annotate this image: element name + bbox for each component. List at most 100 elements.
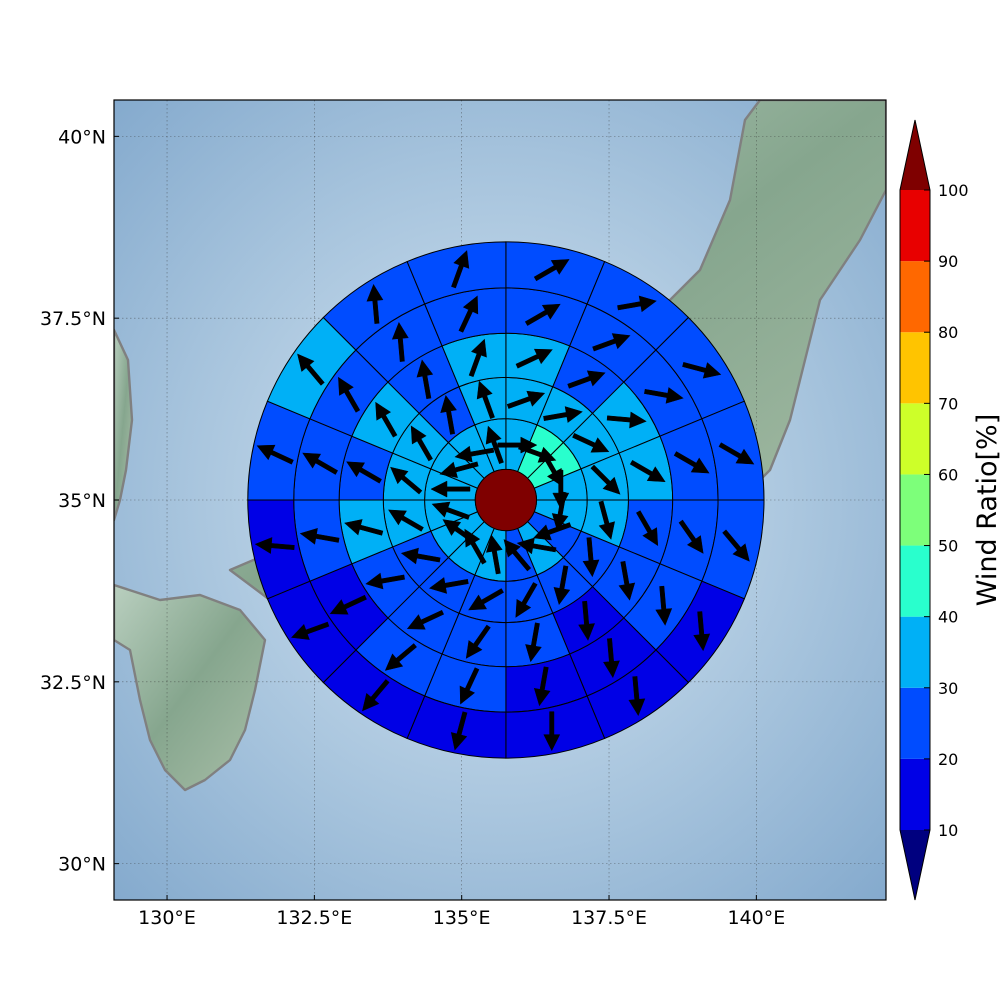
wind-arrow-icon	[346, 461, 382, 484]
wind-arrow-icon	[442, 519, 477, 545]
wind-arrow-icon	[344, 519, 384, 536]
wind-arrow-icon	[506, 390, 546, 409]
wind-arrow-icon	[606, 411, 647, 429]
colorbar-tick-label: 50	[938, 537, 958, 556]
wind-arrow-icon	[693, 611, 711, 652]
wind-arrow-icon	[256, 444, 294, 465]
wind-arrow-icon	[458, 295, 479, 333]
wind-arrow-icon	[416, 359, 434, 400]
colorbar-bin	[900, 545, 930, 617]
wind-arrow-icon	[636, 510, 659, 547]
x-tick-label: 132.5°E	[276, 907, 352, 929]
colorbar-tick-label: 90	[938, 252, 958, 271]
wind-arrow-icon	[391, 321, 409, 362]
map-panel: 130°E 132.5°E 135°E 137.5°E 140°E 30°N 32.5°N…	[40, 99, 887, 929]
wind-arrow-icon	[524, 303, 561, 326]
coastline-line	[114, 583, 267, 792]
x-axis-ticks: 130°E 132.5°E 135°E 137.5°E 140°E	[138, 895, 785, 929]
wind-arrow-icon	[515, 582, 538, 618]
ring-sectors	[247, 241, 765, 759]
colorbar-tick-label: 80	[938, 323, 958, 342]
wind-arrow-icon	[451, 250, 470, 289]
colorbar-bin	[900, 190, 930, 262]
wind-arrow-icon	[551, 491, 569, 532]
wind-arrow-icon	[384, 643, 417, 671]
wind-arrow-icon	[503, 539, 532, 572]
x-tick-label: 137.5°E	[571, 907, 647, 929]
wind-arrow-icon	[682, 362, 722, 379]
korea-land-icon	[114, 330, 132, 520]
colorbar-bin	[900, 403, 930, 475]
wind-arrow-icon	[644, 387, 684, 404]
wind-arrow-icon	[440, 394, 457, 435]
wind-arrow-icon	[485, 425, 504, 465]
wind-arrow-icon	[722, 529, 750, 562]
wind-arrow-icon	[431, 501, 470, 520]
wind-arrow-icon	[598, 500, 615, 540]
kyushu-land-icon	[114, 585, 265, 790]
wind-arrow-icon	[299, 528, 340, 545]
colorbar-bin	[900, 332, 930, 404]
colorbar-tick-label: 20	[938, 750, 958, 769]
wind-arrow-icon	[476, 380, 495, 419]
colorbar-bin	[900, 616, 930, 688]
wind-arrow-icon	[454, 445, 495, 463]
wind-arrow-icon	[375, 401, 398, 438]
wind-arrow-icon	[567, 370, 606, 389]
colorbar-bin	[900, 687, 930, 759]
wind-arrow-icon	[582, 537, 600, 578]
colorbar-tick-label: 100	[938, 181, 969, 200]
wind-arrow-icon	[572, 433, 610, 453]
center-disk	[474, 468, 538, 532]
wind-arrow-icon	[468, 338, 487, 378]
wind-arrow-icon	[543, 406, 583, 423]
y-tick-label: 30°N	[58, 854, 106, 876]
wind-arrow-icon	[655, 585, 673, 626]
wind-arrow-icon	[450, 711, 468, 751]
wind-arrow-icon	[673, 451, 710, 474]
wind-arrow-icon	[365, 572, 405, 590]
wind-arrow-icon	[400, 547, 441, 565]
colorbar-under-triangle	[900, 830, 930, 900]
colorbar-bin	[900, 474, 930, 546]
wind-arrow-icon	[486, 534, 503, 575]
wind-arrow-icon	[628, 676, 646, 716]
wind-arrow-icon	[429, 577, 469, 594]
wind-arrow-icon	[410, 425, 433, 462]
colorbar-over-triangle	[900, 120, 930, 190]
colorbar-tick-label: 10	[938, 821, 958, 840]
wind-arrow-icon	[254, 537, 295, 554]
wind-arrow-icon	[366, 284, 384, 324]
wind-arrow-icon	[533, 522, 572, 541]
y-axis-ticks: 30°N 32.5°N 35°N 37.5°N 40°N	[40, 126, 119, 876]
x-tick-label: 130°E	[138, 907, 196, 929]
wind-arrow-icon	[629, 460, 666, 483]
wind-arrows	[254, 250, 755, 752]
wind-arrow-icon	[439, 461, 479, 478]
colorbar-title: Wind Ratio[%]	[972, 414, 1000, 606]
wind-arrow-icon	[533, 259, 570, 282]
coastline-line	[114, 328, 134, 522]
colorbar-ticks: 10 20 30 40 50 60 70 80 90 100	[924, 181, 969, 840]
wind-arrow-icon	[459, 667, 480, 705]
wind-arrow-icon	[617, 295, 657, 313]
wind-arrow-icon	[302, 452, 338, 475]
wind-arrow-icon	[553, 565, 571, 606]
colorbar-bin	[900, 758, 930, 830]
wind-arrow-icon	[468, 588, 504, 611]
wind-arrow-icon	[592, 333, 631, 352]
y-tick-label: 37.5°N	[40, 308, 106, 330]
wind-arrow-icon	[291, 621, 330, 640]
wind-arrow-icon	[406, 609, 444, 630]
wind-arrow-icon	[388, 509, 424, 532]
y-tick-label: 35°N	[58, 490, 106, 512]
wind-arrow-icon	[297, 353, 325, 386]
wind-arrow-icon	[678, 519, 704, 554]
wind-arrow-icon	[533, 666, 551, 707]
colorbar-tick-label: 30	[938, 679, 958, 698]
wind-arrow-icon	[338, 376, 361, 413]
wind-arrow-icon	[540, 451, 563, 487]
wind-arrow-icon	[329, 594, 367, 615]
y-tick-label: 40°N	[58, 126, 106, 148]
